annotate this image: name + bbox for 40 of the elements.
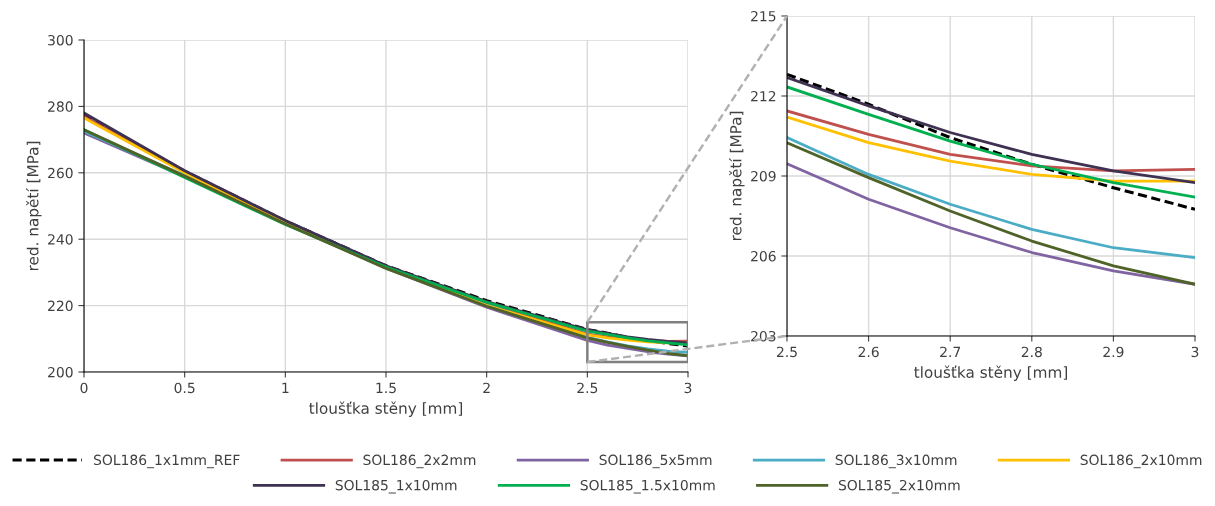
x-tick-label: 2.9	[1103, 346, 1124, 358]
x-tick-label: 1	[282, 382, 289, 393]
legend-label: SOL185_2x10mm	[838, 479, 960, 494]
line-series	[787, 136, 1195, 259]
x-tick-label: 2.8	[1021, 346, 1042, 358]
x-tick-label: 2.5	[577, 382, 598, 394]
x-tick-label: 0	[80, 382, 88, 394]
y-tick-label: 220	[48, 300, 73, 312]
line-series	[787, 115, 1195, 183]
y-tick-label: 212	[751, 90, 776, 102]
x-tick-label: 3	[1191, 346, 1199, 358]
x-tick-label: 1.5	[376, 382, 396, 394]
y-tick-label: 260	[48, 167, 73, 179]
y-tick-label: 209	[751, 170, 776, 182]
x-tick-label: 2.5	[776, 346, 797, 358]
y-tick-label: 200	[48, 366, 73, 378]
legend-label: SOL186_2x2mm	[363, 454, 476, 469]
x-tick-label: 2	[483, 382, 490, 393]
y-tick-label: 240	[48, 234, 73, 245]
y-axis-title: red. napětí [MPa]	[26, 141, 42, 271]
x-tick-label: 3	[684, 382, 692, 394]
line-series	[787, 76, 1195, 185]
legend-label: SOL185_1.5x10mm	[580, 479, 715, 494]
y-tick-label: 280	[48, 101, 73, 112]
x-tick-label: 2.6	[858, 346, 879, 358]
y-tick-label: 215	[751, 10, 776, 22]
legend-label: SOL185_1x10mm	[335, 479, 457, 494]
y-tick-label: 206	[751, 250, 776, 262]
x-tick-label: 0.5	[174, 382, 195, 394]
line-series	[787, 109, 1195, 173]
legend-label: SOL186_1x1mm_REF	[93, 454, 240, 469]
legend-label: SOL186_2x10mm	[1080, 454, 1202, 469]
legend-label: SOL186_5x5mm	[599, 454, 712, 469]
x-tick-label: 2.7	[940, 346, 961, 357]
line-series	[787, 85, 1195, 199]
y-tick-label: 300	[48, 34, 73, 46]
x-axis-title: tloušťka stěny [mm]	[309, 401, 462, 417]
y-axis-title: red. napětí [MPa]	[729, 111, 745, 241]
x-axis-title: tloušťka stěny [mm]	[914, 365, 1067, 381]
legend-label: SOL186_3x10mm	[835, 454, 957, 469]
